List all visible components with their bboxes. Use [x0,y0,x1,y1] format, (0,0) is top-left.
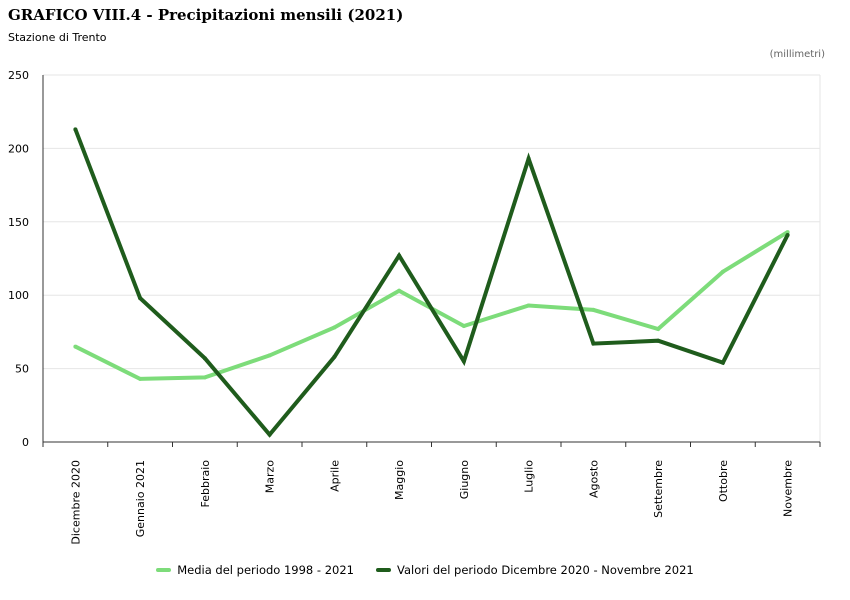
x-tick-label: Settembre [652,460,665,518]
grid-layer [43,74,821,442]
series-line-media-point [656,326,661,331]
y-tick-label: 200 [8,142,29,155]
series-line-valori-point [591,341,596,346]
x-tick-label: Luglio [523,460,536,493]
x-tick-label: Aprile [328,460,341,492]
series-line-media-point [591,307,596,312]
legend-label-media: Media del periodo 1998 - 2021 [177,563,354,577]
unit-label: (millimetri) [769,49,825,60]
legend-label-valori: Valori del periodo Dicembre 2020 - Novem… [396,563,694,577]
series-line-media-point [785,230,790,235]
legend-swatch-media [156,568,172,572]
x-tick-label: Febbraio [199,460,212,508]
series-line-valori-point [720,360,725,365]
series-line-valori-point [461,359,466,364]
series-line-valori-point [785,233,790,238]
y-tick-label: 50 [15,363,29,376]
x-tick-label: Gennaio 2021 [134,460,147,537]
y-tick-label: 0 [22,436,29,449]
x-tick-label: Ottobre [717,460,730,502]
series-line-valori-point [332,354,337,359]
series-line-valori-point [73,127,78,132]
series-line-media-point [73,344,78,349]
series-line-media-point [397,288,402,293]
x-tick-label: Dicembre 2020 [69,460,82,545]
series-line-valori-point [397,253,402,258]
legend: Media del periodo 1998 - 2021 Valori del… [0,563,850,577]
y-tick-label: 150 [8,216,29,229]
series-line-valori-point [656,338,661,343]
series-line-media-point [461,324,466,329]
line-layer [73,127,790,438]
series-line-valori-point [526,156,531,161]
series-line-valori-point [138,296,143,301]
legend-item-media[interactable]: Media del periodo 1998 - 2021 [156,563,354,577]
series-line-media-point [202,375,207,380]
line-chart: 0 50 100 150 200 250 Dicembre 2020 Gennaio 2021… [8,69,821,545]
x-tick-label: Giugno [458,460,471,500]
chart-subtitle: Stazione di Trento [8,31,107,44]
series-line-media-point [332,325,337,330]
label-layer: 0 50 100 150 200 250 Dicembre 2020 Gennaio 2021… [8,69,795,545]
y-tick-label: 100 [8,289,29,302]
x-tick-label: Agosto [587,460,600,498]
chart-title: GRAFICO VIII.4 - Precipitazioni mensili … [8,6,404,24]
series-line-media-point [138,376,143,381]
series-line-valori-point [202,356,207,361]
x-tick-label: Maggio [393,460,406,500]
x-tick-label: Novembre [782,460,795,517]
series-line-media-point [720,269,725,274]
series-line-valori-point [267,432,272,437]
y-tick-label: 250 [8,69,29,82]
series-line-valori [73,128,790,438]
x-tick-label: Marzo [264,460,277,494]
legend-swatch-valori [375,568,391,572]
legend-item-valori[interactable]: Valori del periodo Dicembre 2020 - Novem… [375,563,694,577]
axis-layer [42,75,821,447]
series-line-media-point [526,303,531,308]
series-line-media-point [267,353,272,358]
